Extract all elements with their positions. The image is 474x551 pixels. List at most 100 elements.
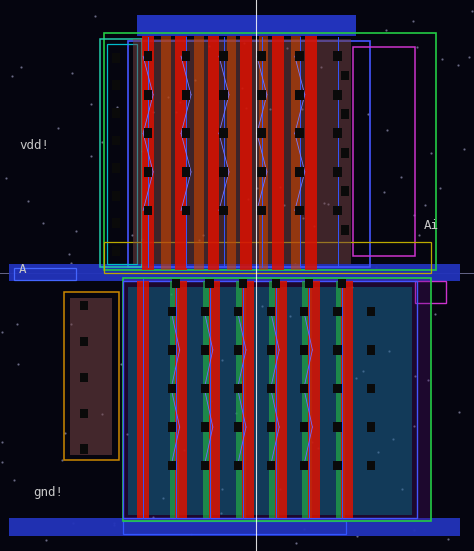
- Point: [413, 42, 421, 51]
- Point: [300, 214, 307, 223]
- Point: [301, 525, 308, 533]
- Bar: [201, 306, 209, 316]
- Bar: [144, 51, 152, 61]
- Bar: [182, 90, 190, 100]
- Bar: [301, 306, 309, 316]
- Point: [69, 518, 77, 527]
- Bar: [201, 422, 209, 432]
- Bar: [333, 90, 342, 100]
- Text: Ai: Ai: [424, 219, 439, 231]
- Bar: [112, 108, 120, 118]
- Point: [42, 536, 50, 544]
- Bar: [267, 383, 275, 393]
- Bar: [267, 422, 275, 432]
- Point: [372, 262, 380, 271]
- Point: [180, 445, 188, 454]
- Bar: [9, 264, 460, 281]
- Point: [240, 38, 248, 47]
- Bar: [333, 461, 341, 471]
- Bar: [175, 36, 187, 270]
- Point: [61, 428, 69, 437]
- Bar: [123, 281, 417, 518]
- Point: [149, 107, 156, 116]
- Point: [410, 525, 418, 534]
- Point: [444, 535, 452, 544]
- Point: [68, 258, 75, 267]
- Bar: [333, 345, 341, 355]
- Point: [359, 366, 366, 375]
- Bar: [112, 80, 120, 90]
- Bar: [338, 279, 346, 288]
- Point: [0, 457, 6, 466]
- Bar: [301, 461, 309, 471]
- Bar: [272, 36, 284, 270]
- Bar: [107, 44, 137, 264]
- Bar: [123, 278, 431, 521]
- Point: [455, 407, 463, 416]
- Point: [8, 71, 16, 80]
- Bar: [301, 383, 309, 393]
- Point: [39, 219, 47, 228]
- Point: [280, 201, 287, 209]
- Bar: [234, 461, 242, 471]
- Point: [117, 359, 125, 368]
- Point: [103, 264, 110, 273]
- Point: [460, 144, 468, 153]
- Bar: [142, 36, 154, 270]
- Point: [294, 260, 302, 269]
- Point: [0, 437, 6, 446]
- Point: [258, 302, 266, 311]
- Point: [468, 7, 474, 15]
- Bar: [367, 306, 374, 316]
- Bar: [80, 301, 88, 311]
- Bar: [333, 167, 342, 177]
- Bar: [336, 281, 345, 518]
- Bar: [14, 268, 76, 280]
- Bar: [333, 128, 342, 138]
- Point: [87, 99, 95, 108]
- Point: [195, 236, 202, 245]
- Bar: [104, 242, 431, 273]
- Bar: [112, 163, 120, 173]
- Point: [240, 23, 247, 31]
- Point: [173, 107, 180, 116]
- Bar: [112, 246, 120, 256]
- Bar: [267, 345, 275, 355]
- Bar: [205, 279, 213, 288]
- Point: [299, 105, 306, 114]
- Point: [266, 30, 274, 39]
- Bar: [100, 39, 142, 267]
- Point: [205, 42, 212, 51]
- Bar: [112, 191, 120, 201]
- Point: [390, 435, 397, 444]
- Bar: [295, 206, 304, 215]
- Bar: [267, 461, 275, 471]
- Bar: [301, 422, 309, 432]
- Bar: [112, 218, 120, 228]
- Point: [59, 455, 66, 464]
- Bar: [80, 337, 88, 347]
- Bar: [291, 36, 301, 270]
- Bar: [182, 51, 190, 61]
- Bar: [257, 206, 266, 215]
- Bar: [415, 281, 446, 303]
- Bar: [234, 383, 242, 393]
- Bar: [161, 36, 171, 270]
- Point: [436, 184, 444, 193]
- Point: [110, 521, 118, 530]
- Bar: [168, 422, 175, 432]
- Bar: [209, 281, 220, 518]
- Bar: [128, 41, 370, 267]
- Bar: [194, 36, 204, 270]
- Bar: [367, 461, 374, 471]
- Bar: [353, 47, 415, 256]
- Bar: [182, 167, 190, 177]
- Point: [410, 422, 418, 431]
- Bar: [227, 36, 236, 270]
- Point: [409, 17, 417, 26]
- Point: [128, 231, 136, 240]
- Text: gnd!: gnd!: [33, 486, 63, 499]
- Bar: [259, 36, 268, 270]
- Point: [68, 69, 75, 78]
- Bar: [333, 206, 342, 215]
